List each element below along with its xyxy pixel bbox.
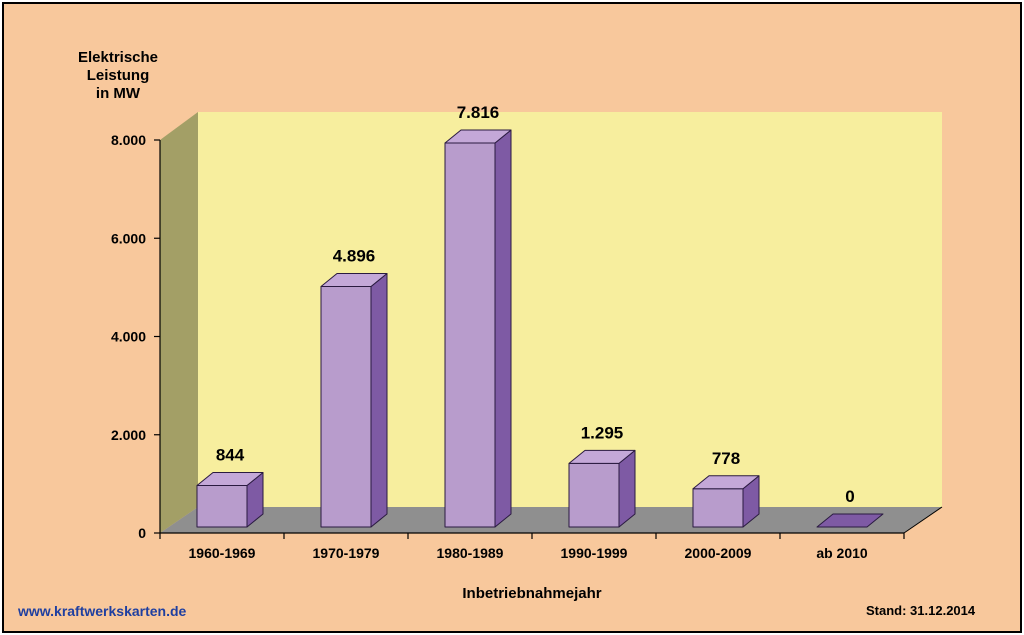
y-axis-title-line: in MW	[96, 85, 141, 102]
bar: 844	[196, 446, 264, 528]
bar-front	[568, 462, 620, 528]
bar: 1.295	[568, 423, 636, 528]
x-tick-label: ab 2010	[816, 545, 868, 561]
bar: 4.896	[320, 246, 388, 528]
data-label: 778	[712, 449, 740, 468]
x-tick-label: 1990-1999	[561, 545, 628, 561]
y-tick-label: 4.000	[111, 329, 146, 345]
bar-top	[444, 129, 512, 144]
bar: 778	[692, 449, 760, 528]
back-wall	[198, 112, 942, 507]
bar-top	[196, 472, 264, 487]
y-tick-label: 2.000	[111, 427, 146, 443]
x-axis-title: Inbetriebnahmejahr	[462, 585, 601, 602]
bar-top	[568, 449, 636, 464]
x-tick-label: 1970-1979	[313, 545, 380, 561]
floor	[160, 507, 942, 533]
data-label: 844	[216, 446, 245, 465]
y-tick-label: 6.000	[111, 230, 146, 246]
data-label: 1.295	[581, 423, 624, 442]
y-tick-label: 0	[138, 525, 146, 541]
x-tick-label: 1980-1989	[437, 545, 504, 561]
bar: 0	[816, 487, 884, 528]
y-axis-title-line: Elektrische	[78, 49, 158, 66]
bar-front	[692, 488, 744, 528]
bar-top	[320, 272, 388, 287]
bar-front	[444, 142, 496, 528]
bar-side	[370, 272, 388, 528]
y-tick-label: 8.000	[111, 132, 146, 148]
x-axis-ticks: 1960-1969 1970-1979 1980-1989 1990-1999 2000…	[159, 533, 905, 561]
bar-top	[816, 513, 884, 528]
y-axis-ticks: 0 2.000 4.000 6.000 8.000	[111, 132, 160, 541]
bar-front	[196, 485, 248, 528]
y-axis-title-line: Leistung	[87, 67, 150, 84]
data-label: 7.816	[457, 103, 500, 122]
bar-top	[692, 475, 760, 490]
website-link[interactable]: www.kraftwerkskarten.de	[18, 603, 187, 619]
bar-side	[494, 129, 512, 528]
x-tick-label: 1960-1969	[189, 545, 256, 561]
bars: 844 4.896 7.816 1.295 778 0	[196, 103, 884, 528]
floor-front-edge	[903, 506, 943, 534]
side-wall	[160, 112, 198, 533]
data-label: 4.896	[333, 246, 376, 265]
bar: 7.816	[444, 103, 512, 528]
data-label: 0	[845, 487, 854, 506]
stand-date: Stand: 31.12.2014	[866, 603, 976, 618]
bar-front	[320, 285, 372, 528]
x-tick-label: 2000-2009	[685, 545, 752, 561]
